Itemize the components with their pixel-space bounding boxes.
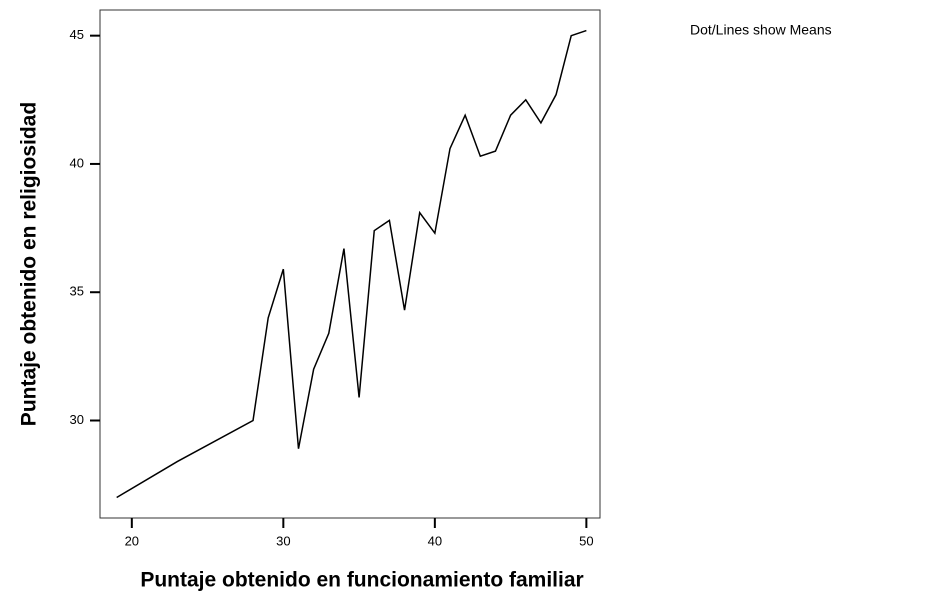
y-axis-label: Puntaje obtenido en religiosidad [18, 102, 41, 426]
data-line [116, 29, 587, 499]
x-tick-label: 20 [125, 533, 139, 548]
y-tick-label: 45 [70, 27, 84, 42]
x-tick-label: 40 [428, 533, 442, 548]
y-tick-label: 35 [70, 284, 84, 299]
x-tick-label: 50 [579, 533, 593, 548]
annotation: Dot/Lines show Means [690, 22, 832, 38]
y-tick-label: 30 [70, 412, 84, 427]
plot-frame [99, 9, 601, 519]
x-tick-label: 30 [276, 533, 290, 548]
y-tick-label: 40 [70, 155, 84, 170]
x-axis-label: Puntaje obtenido en funcionamiento famil… [140, 569, 583, 592]
